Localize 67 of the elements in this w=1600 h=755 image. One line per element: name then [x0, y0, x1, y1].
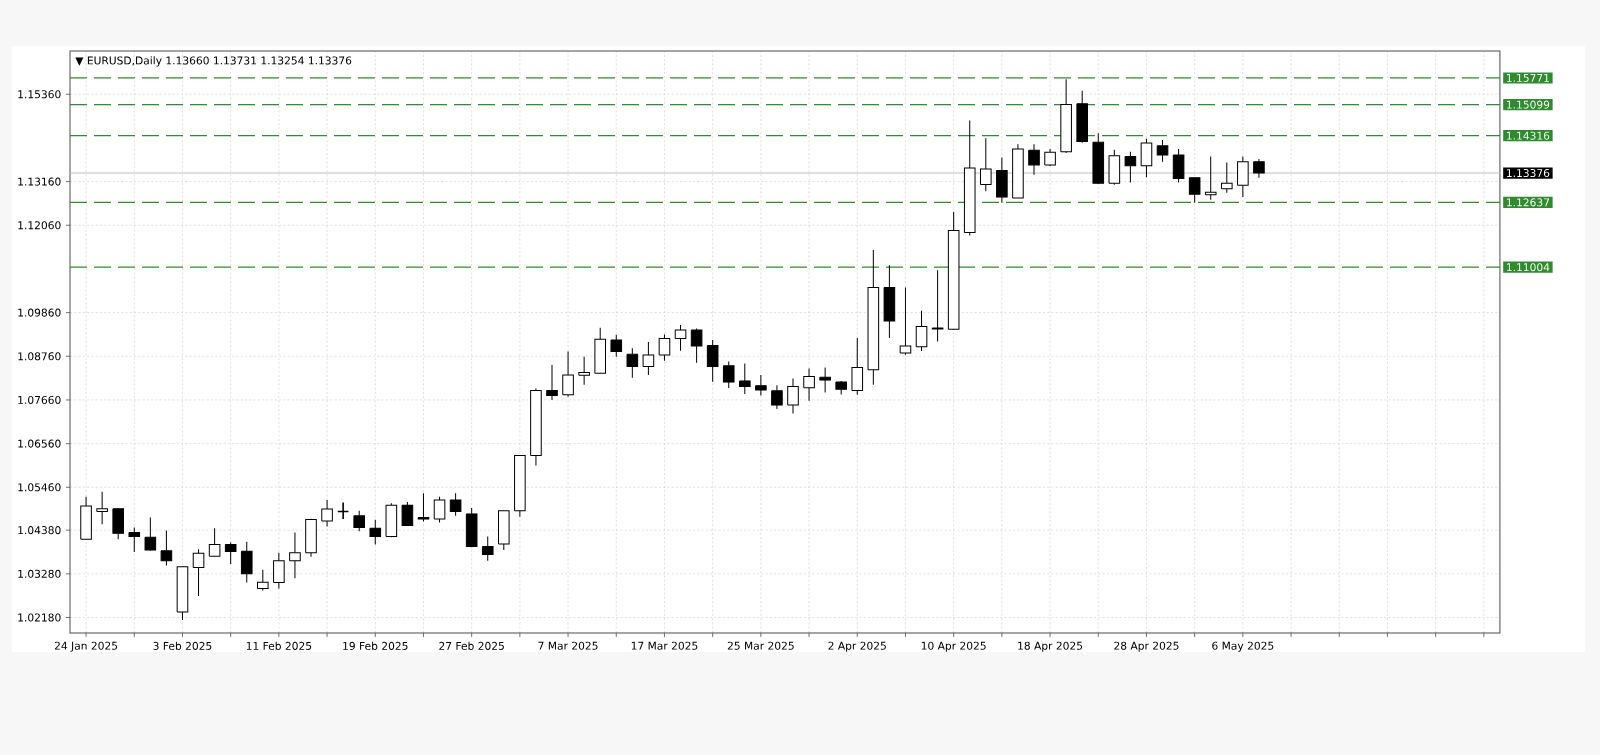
x-tick-label: 18 Apr 2025: [1018, 641, 1083, 652]
y-tick-label: 1.12060: [18, 221, 61, 230]
candlestick: [1204, 156, 1217, 201]
x-tick-label: 11 Feb 2025: [246, 641, 312, 650]
candlestick: [819, 366, 831, 393]
ref-line-label: 1.15099: [1507, 100, 1550, 109]
x-tick-label: 2 Apr 2025: [828, 641, 886, 652]
y-tick-label: 1.02180: [18, 613, 61, 622]
candlestick: [192, 548, 205, 597]
candlestick: [771, 384, 783, 410]
candlestick: [224, 541, 237, 565]
candlestick: [963, 119, 976, 237]
candlestick: [915, 310, 928, 352]
candlestick: [96, 491, 108, 525]
candlestick: [578, 356, 590, 386]
ref-line-label: 1.15771: [1507, 73, 1549, 82]
candlestick: [273, 552, 285, 590]
x-tick-label: 25 Mar 2025: [727, 641, 794, 650]
candlestick: [851, 337, 864, 396]
candlestick: [755, 374, 767, 397]
candlestick: [1237, 156, 1249, 198]
x-tick-label: 28 Apr 2025: [1114, 641, 1179, 652]
x-tick-label: 19 Feb 2025: [343, 641, 408, 650]
y-tick-label: 1.06560: [18, 439, 61, 448]
candlestick: [530, 387, 542, 466]
candlestick: [931, 269, 944, 343]
candlestick: [867, 249, 880, 386]
y-tick-label: 1.13160: [18, 177, 61, 186]
ref-line-label: 1.11004: [1507, 263, 1550, 272]
x-tick-label: 3 Feb 2025: [153, 641, 212, 650]
candlestick: [546, 364, 558, 401]
y-tick-label: 1.15360: [18, 90, 61, 99]
x-tick-label: 24 Jan 2025: [54, 641, 118, 652]
candlestick: [289, 532, 301, 579]
candlestick: [787, 378, 799, 414]
candlestick: [1028, 143, 1040, 176]
x-tick-label: 10 Apr 2025: [921, 641, 986, 652]
ref-line-label: 1.12637: [1507, 198, 1550, 207]
candlestick: [257, 569, 269, 592]
candlestick: [1220, 162, 1233, 194]
candlestick: [996, 156, 1008, 204]
candlestick: [562, 351, 574, 398]
y-tick-label: 1.03280: [18, 569, 61, 578]
candlestick: [626, 347, 639, 379]
candlestick: [128, 526, 141, 553]
candlestick: [1076, 90, 1088, 143]
x-tick-label: 17 Mar 2025: [631, 641, 698, 650]
ref-line-label: 1.13376: [1507, 168, 1550, 178]
chart-title: ▼ EURUSD,Daily 1.13660 1.13731 1.13254 1.13376: [75, 56, 352, 67]
candlestick: [1253, 158, 1265, 179]
y-tick-label: 1.07660: [18, 395, 61, 404]
candlestick: [642, 341, 655, 376]
y-tick-label: 1.05460: [18, 483, 61, 492]
y-tick-label: 1.08760: [18, 352, 61, 361]
x-tick-label: 27 Feb 2025: [439, 641, 504, 650]
x-tick-label: 6 May 2025: [1212, 641, 1274, 652]
candlestick: [481, 536, 494, 562]
candlestick: [240, 541, 253, 584]
candlestick: [1060, 78, 1072, 153]
candlestick: [321, 499, 333, 528]
y-tick-label: 1.09860: [18, 308, 61, 317]
candlestick: [337, 501, 350, 520]
candlestick: [883, 264, 896, 339]
y-tick-label: 1.04380: [18, 526, 61, 535]
candlestick: [803, 368, 815, 402]
ref-line-label: 1.14316: [1507, 131, 1550, 140]
x-tick-label: 7 Mar 2025: [538, 641, 598, 650]
